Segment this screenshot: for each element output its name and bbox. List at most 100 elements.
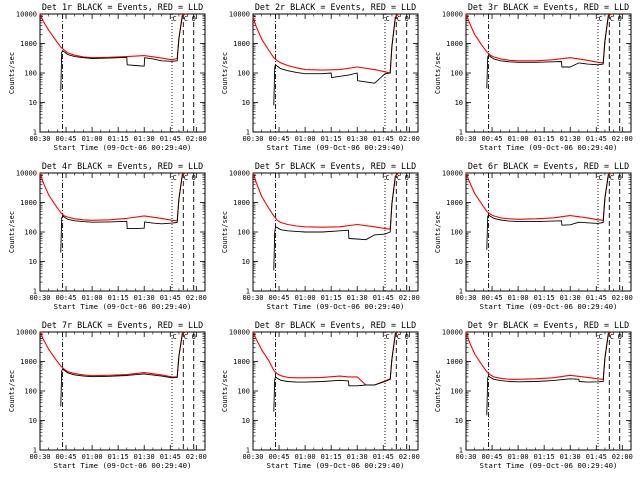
marker-letter: C	[172, 174, 176, 182]
lld-series-line	[252, 172, 400, 230]
x-axis-label: Start Time (09-Oct-06 00:29:40)	[267, 143, 405, 152]
y-tick-label: 10000	[229, 11, 250, 19]
x-tick-label: 01:45	[373, 135, 394, 143]
x-tick-label: 01:15	[108, 294, 129, 302]
y-tick-label: 10	[29, 258, 37, 266]
y-tick-label: 100	[237, 229, 250, 237]
events-series-line	[60, 333, 183, 407]
x-tick-label: 01:00	[295, 294, 316, 302]
y-tick-label: 100	[24, 388, 37, 396]
marker-letter: O	[618, 15, 622, 23]
y-tick-label: 1000	[20, 40, 37, 48]
x-tick-label: 01:45	[586, 294, 607, 302]
x-tick-label: 02:00	[612, 453, 633, 461]
x-tick-label: 01:00	[82, 135, 103, 143]
x-tick-label: 02:00	[612, 135, 633, 143]
marker-letter: O	[618, 174, 622, 182]
y-tick-label: 1	[33, 129, 37, 137]
x-axis-label: Start Time (09-Oct-06 00:29:40)	[267, 302, 405, 311]
chart-title: Det 5r BLACK = Events, RED = LLD	[255, 161, 416, 171]
x-tick-label: 00:30	[455, 294, 476, 302]
x-tick-label: 00:30	[455, 453, 476, 461]
x-tick-label: 00:45	[269, 135, 290, 143]
x-tick-label: 01:15	[321, 135, 342, 143]
x-tick-label: 00:45	[482, 453, 503, 461]
x-tick-label: 02:00	[399, 453, 420, 461]
y-tick-label: 10	[29, 417, 37, 425]
y-tick-label: 1	[246, 129, 250, 137]
x-tick-label: 01:30	[560, 453, 581, 461]
y-tick-label: 10000	[229, 170, 250, 178]
x-tick-label: 00:45	[482, 135, 503, 143]
y-tick-label: 100	[237, 70, 250, 78]
y-tick-label: 1000	[446, 40, 463, 48]
x-tick-label: 01:45	[160, 135, 181, 143]
x-tick-label: 01:15	[534, 135, 555, 143]
x-tick-label: 01:45	[586, 135, 607, 143]
y-axis-label: Counts/sec	[434, 211, 442, 253]
chart-title: Det 2r BLACK = Events, RED = LLD	[255, 2, 416, 12]
marker-letter: C	[385, 333, 389, 341]
marker-letter: C	[397, 15, 401, 23]
y-tick-label: 100	[450, 70, 463, 78]
chart-title: Det 9r BLACK = Events, RED = LLD	[468, 320, 629, 330]
chart-panel: Det 2r BLACK = Events, RED = LLD 1 10 100 10…	[221, 2, 420, 152]
events-series-line	[273, 333, 396, 412]
x-tick-label: 01:00	[82, 453, 103, 461]
x-tick-label: 01:15	[108, 453, 129, 461]
y-tick-label: 10000	[229, 329, 250, 337]
marker-letter: O	[192, 333, 196, 341]
marker-letter: C	[184, 333, 188, 341]
y-tick-label: 10000	[442, 329, 463, 337]
y-tick-label: 100	[24, 70, 37, 78]
marker-letter: O	[192, 174, 196, 182]
lld-series-line	[465, 331, 613, 380]
x-tick-label: 01:15	[321, 294, 342, 302]
x-tick-label: 01:15	[108, 135, 129, 143]
marker-letter: O	[405, 174, 409, 182]
x-tick-label: 01:45	[373, 294, 394, 302]
y-tick-label: 10000	[442, 11, 463, 19]
x-tick-label: 00:30	[242, 453, 263, 461]
y-tick-label: 10000	[442, 170, 463, 178]
x-tick-label: 00:45	[56, 453, 77, 461]
marker-letter: C	[610, 174, 614, 182]
y-axis-label: Counts/sec	[434, 52, 442, 94]
x-tick-label: 01:30	[560, 135, 581, 143]
marker-letter: O	[405, 333, 409, 341]
x-tick-label: 01:30	[134, 453, 155, 461]
chart-panel: Det 9r BLACK = Events, RED = LLD 1 10 100 10…	[434, 320, 633, 470]
y-tick-label: 10	[455, 417, 463, 425]
y-tick-label: 10	[455, 99, 463, 107]
x-tick-label: 00:30	[242, 135, 263, 143]
x-tick-label: 00:30	[29, 294, 50, 302]
marker-letter: C	[39, 333, 43, 341]
y-tick-label: 10	[29, 99, 37, 107]
y-tick-label: 1000	[233, 199, 250, 207]
chart-panel: Det 6r BLACK = Events, RED = LLD 1 10 100 10…	[434, 161, 633, 311]
x-axis-label: Start Time (09-Oct-06 00:29:40)	[480, 461, 618, 470]
marker-letter: C	[39, 15, 43, 23]
marker-letter: O	[405, 15, 409, 23]
x-tick-label: 01:30	[347, 135, 368, 143]
x-tick-label: 02:00	[399, 135, 420, 143]
y-tick-label: 100	[450, 388, 463, 396]
chart-title: Det 6r BLACK = Events, RED = LLD	[468, 161, 629, 171]
lld-series-line	[465, 172, 613, 221]
y-tick-label: 100	[237, 388, 250, 396]
marker-letter: O	[192, 15, 196, 23]
marker-letter: C	[252, 333, 256, 341]
marker-letter: C	[598, 174, 602, 182]
marker-letter: C	[397, 333, 401, 341]
y-tick-label: 10	[242, 258, 250, 266]
x-tick-label: 02:00	[186, 294, 207, 302]
y-tick-label: 1	[246, 288, 250, 296]
y-tick-label: 10	[455, 258, 463, 266]
marker-letter: C	[385, 15, 389, 23]
x-tick-label: 01:15	[321, 453, 342, 461]
chart-title: Det 1r BLACK = Events, RED = LLD	[42, 2, 203, 12]
x-tick-label: 00:45	[56, 135, 77, 143]
marker-letter: C	[610, 333, 614, 341]
x-tick-label: 01:00	[508, 453, 529, 461]
events-series-line	[60, 174, 183, 253]
